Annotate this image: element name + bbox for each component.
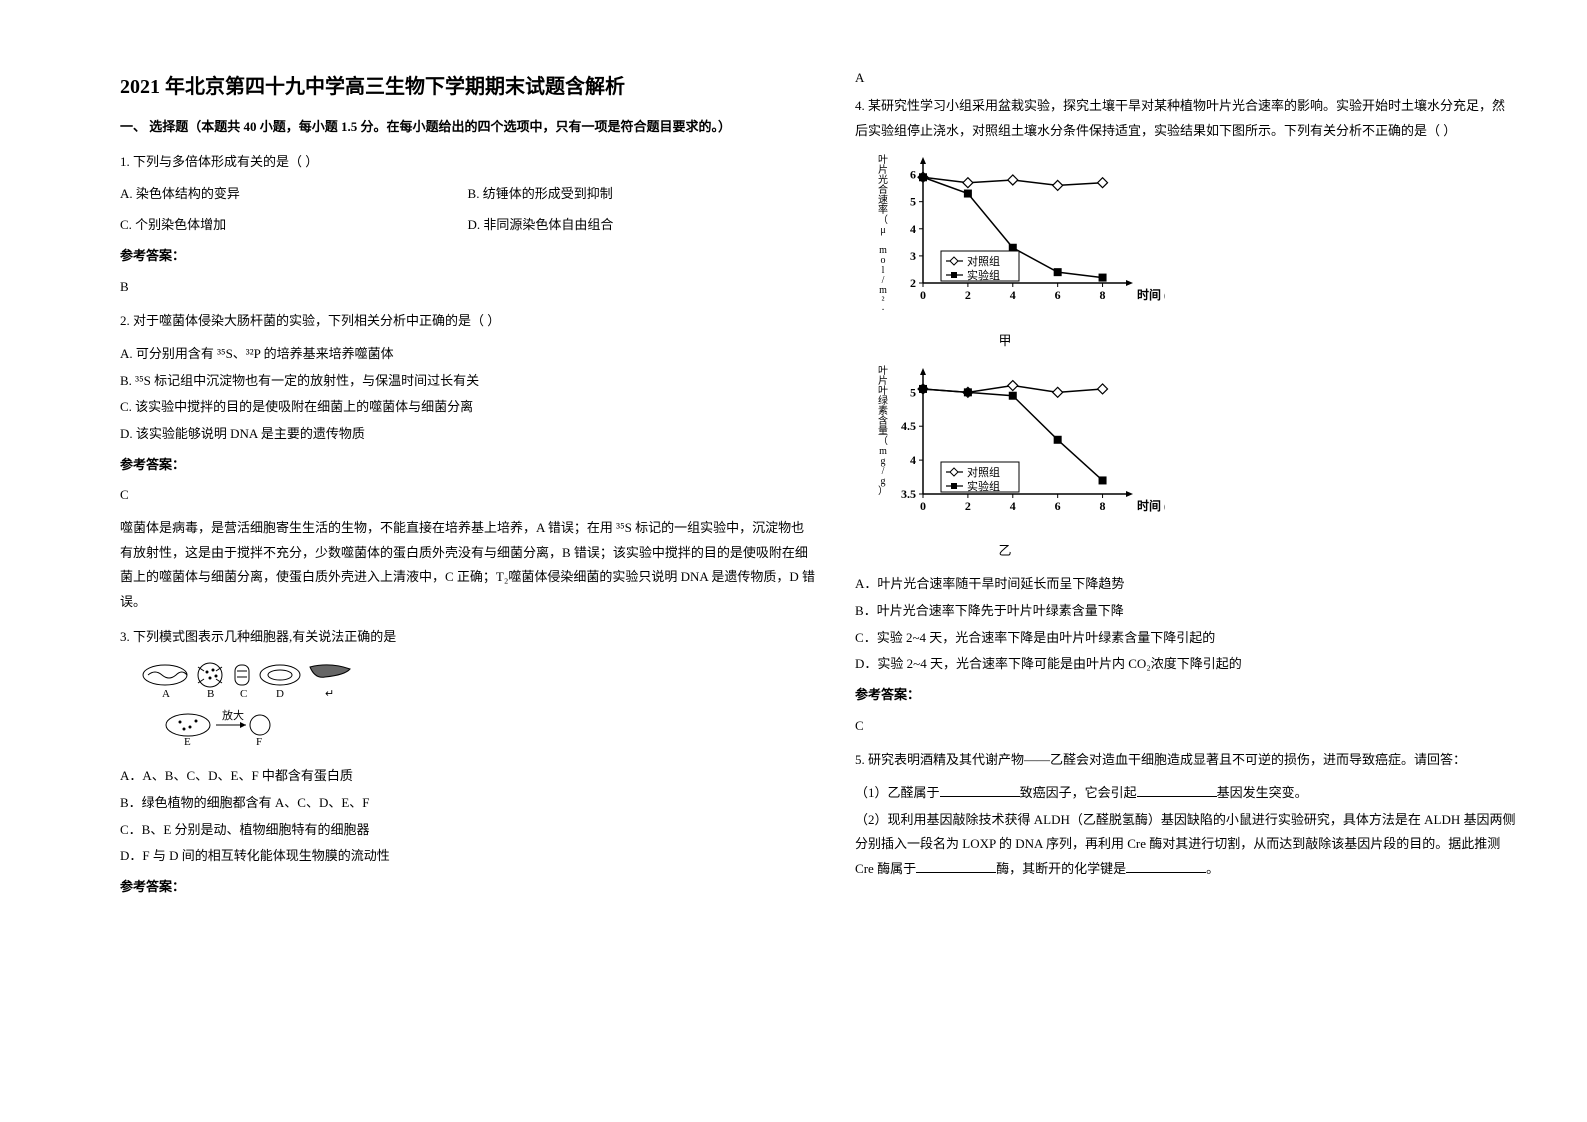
diagram-arrow-label: 放大 xyxy=(222,708,244,722)
q3-opt-a: A．A、B、C、D、E、F 中都含有蛋白质 xyxy=(120,764,815,789)
question-1: 1. 下列与多倍体形成有关的是（ ） A. 染色体结构的变异 B. 纺锤体的形成… xyxy=(120,150,815,299)
svg-text:0: 0 xyxy=(920,288,926,302)
blank xyxy=(1137,783,1217,797)
q3-answer: A xyxy=(855,70,1517,86)
svg-text:D: D xyxy=(276,688,284,700)
question-3: 3. 下列模式图表示几种细胞器,有关说法正确的是 xyxy=(120,625,815,900)
q1-options-row1: A. 染色体结构的变异 B. 纺锤体的形成受到抑制 xyxy=(120,182,815,207)
q1-opt-a: A. 染色体结构的变异 xyxy=(120,182,468,207)
q2-opt-c: C. 该实验中搅拌的目的是使吸附在细菌上的噬菌体与细菌分离 xyxy=(120,395,815,420)
q3-opt-b: B．绿色植物的细胞都含有 A、C、D、E、F xyxy=(120,791,815,816)
blank xyxy=(940,783,1020,797)
q1-opt-c: C. 个别染色体增加 xyxy=(120,213,468,238)
svg-text:F: F xyxy=(256,736,262,747)
q1-answer-label: 参考答案： xyxy=(120,244,815,269)
svg-text:μ: μ xyxy=(880,225,885,236)
svg-text:实验组: 实验组 xyxy=(967,268,1000,282)
svg-text:3: 3 xyxy=(910,249,916,263)
q3-answer-label: 参考答案： xyxy=(120,875,815,900)
q4-chart2: 024683.544.55对照组实验组时间 (d)叶片叶绿素含量（mg/g） 乙 xyxy=(875,362,1517,564)
q2-explanation: 噬菌体是病毒，是营活细胞寄生生活的生物，不能直接在培养基上培养，A 错误；在用 … xyxy=(120,516,815,615)
svg-text:6: 6 xyxy=(1055,499,1061,513)
blank xyxy=(916,859,996,873)
svg-text:8: 8 xyxy=(1100,288,1106,302)
blank xyxy=(1126,859,1206,873)
svg-text:5: 5 xyxy=(910,195,916,209)
svg-text:实验组: 实验组 xyxy=(967,479,1000,493)
q1-answer: B xyxy=(120,275,815,300)
q2-opt-b: B. ³⁵S 标记组中沉淀物也有一定的放射性，与保温时间过长有关 xyxy=(120,369,815,394)
svg-text:8: 8 xyxy=(1100,499,1106,513)
svg-text:时间 (d): 时间 (d) xyxy=(1137,287,1165,302)
svg-text:对照组: 对照组 xyxy=(967,465,1000,479)
q1-opt-d: D. 非同源染色体自由组合 xyxy=(468,213,816,238)
svg-text:B: B xyxy=(207,688,214,700)
svg-text:C: C xyxy=(240,688,247,700)
svg-text:6: 6 xyxy=(1055,288,1061,302)
q3-stem: 3. 下列模式图表示几种细胞器,有关说法正确的是 xyxy=(120,625,815,650)
q5-p1-mid: 致癌因子，它会引起 xyxy=(1020,785,1137,800)
svg-text:A: A xyxy=(162,688,170,700)
svg-text:4: 4 xyxy=(1010,288,1016,302)
svg-text:0: 0 xyxy=(920,499,926,513)
svg-text:4: 4 xyxy=(910,453,916,467)
svg-text:2: 2 xyxy=(910,276,916,290)
q5-part2: （2）现利用基因敲除技术获得 ALDH（乙醛脱氢酶）基因缺陷的小鼠进行实验研究，… xyxy=(855,808,1517,882)
chart1-caption: 甲 xyxy=(875,329,1135,354)
q4-opt-c: C．实验 2~4 天，光合速率下降是由叶片叶绿素含量下降引起的 xyxy=(855,626,1517,651)
svg-text:5: 5 xyxy=(910,385,916,399)
q2-opt-d: D. 该实验能够说明 DNA 是主要的遗传物质 xyxy=(120,422,815,447)
q2-answer-label: 参考答案： xyxy=(120,453,815,478)
svg-text:）: ） xyxy=(878,485,888,497)
page-title: 2021 年北京第四十九中学高三生物下学期期末试题含解析 xyxy=(120,70,815,99)
q5-stem: 5. 研究表明酒精及其代谢产物——乙醛会对造血干细胞造成显著且不可逆的损伤，进而… xyxy=(855,748,1517,773)
svg-text:E: E xyxy=(184,736,191,747)
q3-opt-c: C．B、E 分别是动、植物细胞特有的细胞器 xyxy=(120,818,815,843)
q1-opt-b: B. 纺锤体的形成受到抑制 xyxy=(468,182,816,207)
svg-text:6: 6 xyxy=(910,168,916,182)
chart2-caption: 乙 xyxy=(875,539,1135,564)
q3-opt-d: D．F 与 D 间的相互转化能体现生物膜的流动性 xyxy=(120,844,815,869)
svg-text:2: 2 xyxy=(965,499,971,513)
svg-text:对照组: 对照组 xyxy=(967,254,1000,268)
left-column: 2021 年北京第四十九中学高三生物下学期期末试题含解析 一、 选择题（本题共 … xyxy=(100,70,835,1092)
organelle-diagram-svg: A B C D ↵ 放大 E F xyxy=(140,657,380,747)
q5-p2-mid: 酶，其断开的化学键是 xyxy=(996,861,1126,876)
svg-text:时间 (d): 时间 (d) xyxy=(1137,498,1165,513)
q4-answer-label: 参考答案： xyxy=(855,683,1517,708)
chart2-svg: 024683.544.55对照组实验组时间 (d)叶片叶绿素含量（mg/g） xyxy=(875,362,1165,527)
question-5: 5. 研究表明酒精及其代谢产物——乙醛会对造血干细胞造成显著且不可逆的损伤，进而… xyxy=(855,748,1517,881)
q4-opt-d: D．实验 2~4 天，光合速率下降可能是由叶片内 CO₂浓度下降引起的 xyxy=(855,652,1517,677)
svg-text:↵: ↵ xyxy=(325,688,334,700)
svg-text:s: s xyxy=(881,315,885,316)
q4-opt-a: A．叶片光合速率随干旱时间延长而呈下降趋势 xyxy=(855,572,1517,597)
svg-text:4.5: 4.5 xyxy=(901,419,916,433)
svg-text:3.5: 3.5 xyxy=(901,487,916,501)
svg-text:2: 2 xyxy=(965,288,971,302)
q2-stem: 2. 对于噬菌体侵染大肠杆菌的实验，下列相关分析中正确的是（ ） xyxy=(120,309,815,334)
section-header: 一、 选择题（本题共 40 小题，每小题 1.5 分。在每小题给出的四个选项中，… xyxy=(120,117,815,138)
question-2: 2. 对于噬菌体侵染大肠杆菌的实验，下列相关分析中正确的是（ ） A. 可分别用… xyxy=(120,309,815,615)
chart1-svg: 0246823456对照组实验组时间 (d)叶片光合速率（μ mol/m²·s） xyxy=(875,151,1165,316)
q1-options-row2: C. 个别染色体增加 D. 非同源染色体自由组合 xyxy=(120,213,815,238)
q4-stem: 4. 某研究性学习小组采用盆栽实验，探究土壤干旱对某种植物叶片光合速率的影响。实… xyxy=(855,94,1517,143)
svg-text:4: 4 xyxy=(910,222,916,236)
q4-answer: C xyxy=(855,714,1517,739)
q5-p2-end: 。 xyxy=(1206,861,1219,876)
question-4: 4. 某研究性学习小组采用盆栽实验，探究土壤干旱对某种植物叶片光合速率的影响。实… xyxy=(855,94,1517,738)
q4-opt-b: B．叶片光合速率下降先于叶片叶绿素含量下降 xyxy=(855,599,1517,624)
q5-p1-pre: （1）乙醛属于 xyxy=(855,785,940,800)
q1-stem: 1. 下列与多倍体形成有关的是（ ） xyxy=(120,150,815,175)
q5-p1-end: 基因发生突变。 xyxy=(1217,785,1308,800)
q3-diagram: A B C D ↵ 放大 E F xyxy=(140,657,815,756)
q5-part1: （1）乙醛属于 致癌因子，它会引起 基因发生突变。 xyxy=(855,781,1517,806)
right-column: A 4. 某研究性学习小组采用盆栽实验，探究土壤干旱对某种植物叶片光合速率的影响… xyxy=(835,70,1537,1092)
q2-opt-a: A. 可分别用含有 ³⁵S、³²P 的培养基来培养噬菌体 xyxy=(120,342,815,367)
svg-text:4: 4 xyxy=(1010,499,1016,513)
q2-answer: C xyxy=(120,483,815,508)
q4-chart1: 0246823456对照组实验组时间 (d)叶片光合速率（μ mol/m²·s）… xyxy=(875,151,1517,353)
